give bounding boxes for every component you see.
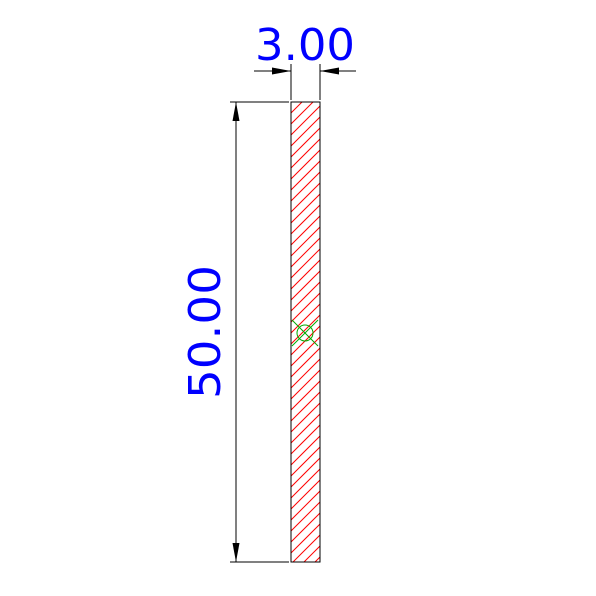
height-arrowhead-bottom-icon (232, 543, 240, 562)
hatch-line (291, 413, 320, 444)
hatch-line (291, 579, 320, 596)
hatch-line (303, 545, 320, 562)
hatch-line (291, 457, 320, 488)
hatch-line (291, 523, 320, 554)
hatch-line (314, 556, 320, 562)
hatch-line (291, 226, 320, 257)
hatch-line (291, 380, 320, 411)
hatch-line (291, 248, 320, 279)
hatch-line (291, 479, 320, 510)
hatch-line (291, 102, 314, 125)
hatch-line (291, 237, 320, 268)
width-arrowhead-left-icon (272, 67, 291, 75)
hatch-line (291, 116, 320, 147)
hatch-line (291, 391, 320, 422)
hatch-line (291, 402, 320, 433)
hatch-line (291, 160, 320, 191)
hatch-line (291, 281, 320, 312)
width-dimension: 3.00 (254, 20, 356, 100)
hatch-line (291, 182, 320, 213)
hatch-line (291, 468, 320, 499)
height-dimension-label[interactable]: 50.00 (180, 265, 231, 399)
hatch-line (291, 171, 320, 202)
hatch-line (291, 215, 320, 246)
hatch-line (291, 446, 320, 477)
center-marker-icon (291, 319, 319, 347)
hatch-line (291, 568, 320, 596)
hatch-line (291, 512, 320, 543)
hatch-line (291, 292, 320, 323)
height-arrowhead-top-icon (232, 102, 240, 121)
hatch-line (291, 102, 303, 114)
hatch-line (291, 358, 320, 389)
width-dimension-label[interactable]: 3.00 (255, 20, 355, 71)
hatch-line (291, 435, 320, 466)
hatch-line (291, 369, 320, 400)
width-arrowhead-right-icon (320, 67, 339, 75)
hatch-pattern (291, 102, 320, 596)
hatched-section-bar[interactable] (290, 73, 321, 596)
hatch-line (291, 347, 320, 378)
hatch-line (291, 105, 320, 136)
hatch-line (291, 204, 320, 235)
hatch-line (291, 303, 320, 334)
hatch-line (291, 102, 292, 103)
height-dimension: 50.00 (180, 101, 289, 563)
hatch-line (291, 314, 320, 345)
hatch-line (291, 138, 320, 169)
hatch-line (291, 270, 320, 301)
bar-outline (290, 101, 321, 563)
hatch-line (291, 259, 320, 290)
hatch-line (291, 424, 320, 455)
hatch-line (291, 336, 320, 367)
hatch-line (291, 590, 320, 596)
hatch-line (291, 149, 320, 180)
hatch-line (291, 193, 320, 224)
hatch-line (292, 534, 320, 562)
hatch-line (291, 501, 320, 532)
hatch-line (291, 127, 320, 158)
hatch-line (291, 490, 320, 521)
